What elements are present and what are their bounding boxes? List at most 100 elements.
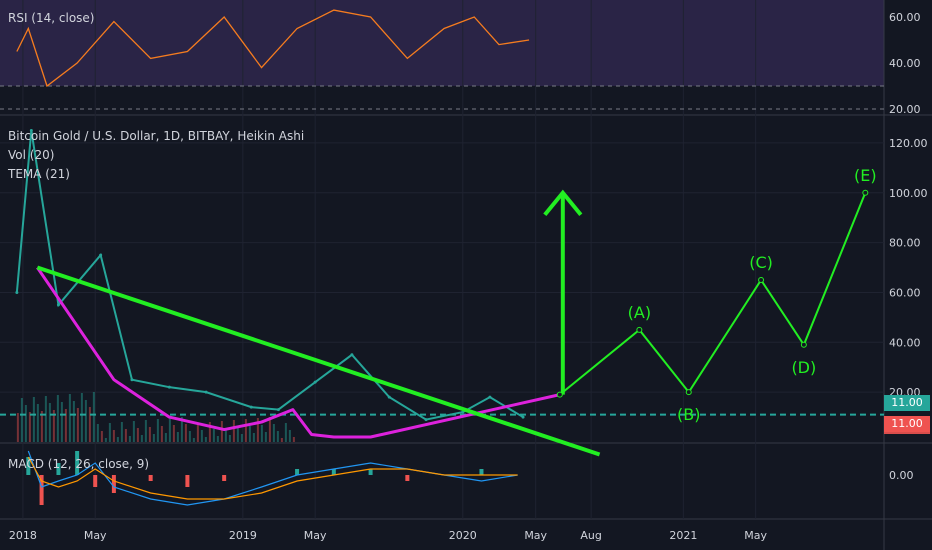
macd-histogram-bar bbox=[295, 469, 300, 475]
wave-label: (B) bbox=[677, 405, 700, 424]
last-price-box-red: 11.00 bbox=[884, 416, 930, 432]
volume-bar bbox=[44, 396, 47, 442]
volume-bar bbox=[248, 426, 251, 442]
last-price-box: 11.00 bbox=[884, 395, 930, 411]
macd-histogram-bar bbox=[331, 469, 336, 475]
volume-bar bbox=[232, 420, 235, 442]
time-tick-label: May bbox=[84, 529, 107, 542]
macd-histogram-bar bbox=[479, 469, 484, 475]
volume-bar bbox=[272, 424, 275, 442]
volume-bar bbox=[32, 397, 35, 442]
volume-bar bbox=[164, 433, 167, 442]
volume-bar bbox=[156, 419, 159, 442]
price-point bbox=[56, 303, 60, 307]
volume-bar bbox=[36, 404, 39, 442]
price-point bbox=[99, 253, 103, 257]
volume-bar bbox=[60, 402, 63, 442]
tema-label: TEMA (21) bbox=[8, 167, 70, 181]
price-point bbox=[313, 380, 317, 384]
volume-bar bbox=[192, 438, 195, 442]
volume-bar bbox=[76, 408, 79, 442]
volume-bar bbox=[172, 425, 175, 442]
macd-histogram-bar bbox=[26, 457, 31, 475]
wave-point bbox=[556, 391, 563, 398]
volume-bar bbox=[100, 431, 103, 442]
volume-bar bbox=[124, 429, 127, 442]
volume-bar bbox=[40, 411, 43, 442]
wave-label: (A) bbox=[628, 303, 651, 322]
rsi-tick-label: 60.00 bbox=[889, 11, 921, 24]
volume-bar bbox=[200, 430, 203, 442]
volume-bar bbox=[80, 393, 83, 442]
volume-bar bbox=[188, 431, 191, 442]
price-point bbox=[488, 395, 492, 399]
macd-histogram-bar bbox=[222, 475, 227, 481]
volume-bar bbox=[236, 427, 239, 442]
volume-bar bbox=[28, 412, 31, 442]
price-point bbox=[387, 395, 391, 399]
time-tick-label: Aug bbox=[580, 529, 601, 542]
volume-bar bbox=[224, 428, 227, 442]
macd-histogram-bar bbox=[185, 475, 190, 487]
volume-bar bbox=[228, 435, 231, 442]
time-tick-label: May bbox=[524, 529, 547, 542]
rsi-label: RSI (14, close) bbox=[8, 11, 95, 25]
volume-bar bbox=[20, 398, 23, 442]
rsi-tick-label: 40.00 bbox=[889, 57, 921, 70]
volume-bar bbox=[160, 426, 163, 442]
volume-bar bbox=[104, 438, 107, 442]
volume-bar bbox=[92, 392, 95, 442]
time-tick-label: 2019 bbox=[229, 529, 257, 542]
wave-point bbox=[636, 326, 643, 333]
volume-bar bbox=[196, 423, 199, 442]
price-point bbox=[521, 415, 525, 419]
volume-bar bbox=[120, 422, 123, 442]
price-title: Bitcoin Gold / U.S. Dollar, 1D, BITBAY, … bbox=[8, 129, 305, 143]
volume-bar bbox=[288, 430, 291, 442]
volume-bar bbox=[136, 428, 139, 442]
volume-bar bbox=[88, 407, 91, 442]
macd-tick-label: 0.00 bbox=[889, 469, 914, 482]
descending-trendline bbox=[36, 265, 601, 457]
volume-bar bbox=[268, 417, 271, 442]
macd-histogram-bar bbox=[111, 475, 116, 493]
volume-bar bbox=[72, 401, 75, 442]
price-tick-label: 120.00 bbox=[889, 137, 928, 150]
rsi-band bbox=[0, 0, 884, 86]
time-tick-label: 2018 bbox=[9, 529, 37, 542]
volume-bar bbox=[16, 413, 19, 442]
time-tick-label: May bbox=[744, 529, 767, 542]
time-tick-label: 2020 bbox=[449, 529, 477, 542]
cup-curve bbox=[36, 266, 561, 439]
volume-bar bbox=[292, 437, 295, 442]
price-point bbox=[167, 385, 171, 389]
volume-bar bbox=[112, 430, 115, 442]
volume-bar bbox=[144, 420, 147, 442]
price-point bbox=[249, 405, 253, 409]
macd-histogram-bar bbox=[368, 469, 373, 475]
volume-bar bbox=[116, 437, 119, 442]
volume-bar bbox=[280, 438, 283, 442]
volume-bar bbox=[240, 434, 243, 442]
price-tick-label: 40.00 bbox=[889, 336, 921, 349]
rsi-line bbox=[16, 9, 530, 88]
macd-histogram-bar bbox=[56, 463, 61, 475]
volume-bar bbox=[260, 425, 263, 442]
price-tick-label: 80.00 bbox=[889, 237, 921, 250]
volume-bar bbox=[56, 395, 59, 442]
volume-bar bbox=[276, 431, 279, 442]
price-point bbox=[350, 353, 354, 357]
price-point bbox=[461, 410, 465, 414]
volume-bar bbox=[84, 400, 87, 442]
signal-line bbox=[27, 456, 518, 500]
volume-bar bbox=[24, 405, 27, 442]
volume-bar bbox=[220, 421, 223, 442]
wave-label: (E) bbox=[854, 166, 877, 185]
breakout-arrow-head bbox=[543, 189, 583, 217]
wave-point bbox=[685, 389, 692, 396]
volume-bar bbox=[168, 418, 171, 442]
volume-bar bbox=[256, 418, 259, 442]
macd-label: MACD (12, 26, close, 9) bbox=[8, 457, 150, 471]
volume-bar bbox=[108, 423, 111, 442]
